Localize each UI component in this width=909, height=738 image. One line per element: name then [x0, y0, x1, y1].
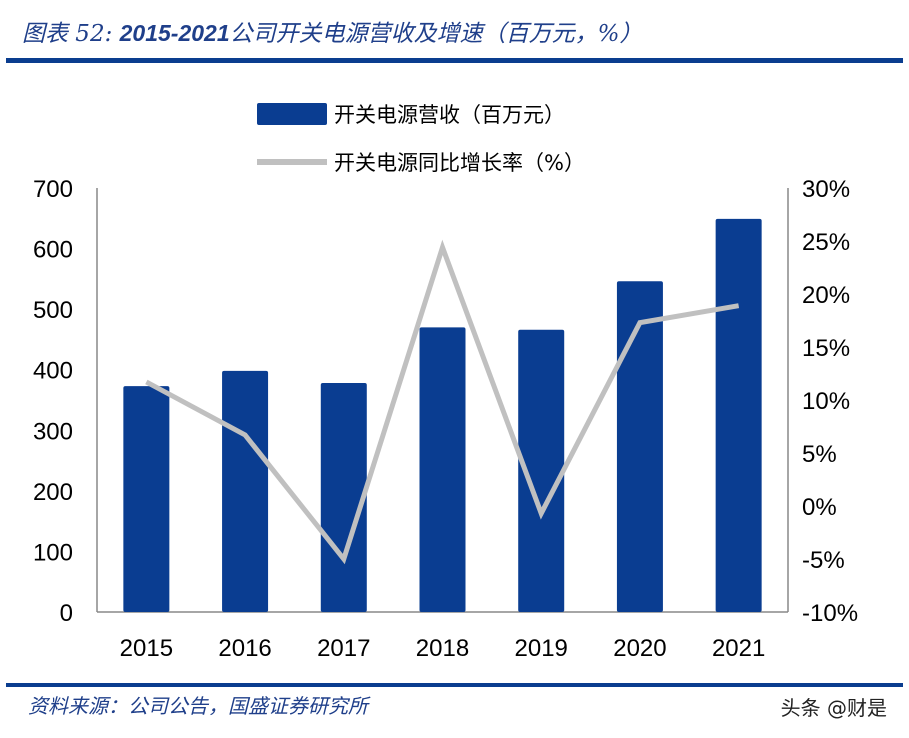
right-tick-label: 25% — [802, 229, 850, 256]
bar-2016 — [222, 370, 269, 612]
x-tick-label: 2016 — [218, 635, 271, 662]
bar-2015 — [123, 386, 170, 612]
right-tick-label: -10% — [802, 600, 858, 627]
right-tick-label: 30% — [802, 176, 850, 203]
figure-title: 图表 52: 2015-2021公司开关电源营收及增速（百万元，%） — [22, 14, 643, 48]
title-rule — [6, 58, 903, 63]
right-tick-label: 10% — [802, 388, 850, 415]
legend-swatch-bar — [257, 103, 327, 125]
left-tick-label: 100 — [33, 539, 73, 566]
bar-2017 — [320, 383, 367, 612]
left-tick-label: 500 — [33, 297, 73, 324]
bar-2020 — [616, 281, 663, 612]
right-tick-label: 5% — [802, 441, 837, 468]
left-tick-label: 200 — [33, 479, 73, 506]
x-tick-label: 2021 — [712, 635, 765, 662]
source-note: 资料来源：公司公告，国盛证券研究所 — [28, 694, 368, 718]
watermark: 头条 @财是 — [780, 696, 887, 720]
x-tick-label: 2020 — [613, 635, 666, 662]
left-tick-label: 400 — [33, 358, 73, 385]
legend-label-bar: 开关电源营收（百万元） — [334, 103, 565, 127]
x-tick-label: 2018 — [416, 635, 469, 662]
bar-2019 — [518, 329, 565, 612]
bar-2021 — [715, 218, 762, 613]
title-text: 公司开关电源营收及增速（百万元，%） — [229, 21, 643, 47]
legend-label-line: 开关电源同比增长率（%） — [334, 151, 585, 175]
title-years: 2015-2021 — [119, 20, 230, 46]
left-tick-label: 600 — [33, 237, 73, 264]
x-tick-label: 2017 — [317, 635, 370, 662]
left-tick-label: 700 — [33, 176, 73, 203]
right-tick-label: 20% — [802, 282, 850, 309]
right-tick-label: 15% — [802, 335, 850, 362]
left-tick-label: 0 — [60, 600, 73, 627]
right-tick-label: 0% — [802, 494, 837, 521]
x-tick-label: 2019 — [515, 635, 568, 662]
footer-rule — [6, 683, 903, 687]
bar-2018 — [419, 327, 466, 612]
figure-number: 图表 52: — [22, 21, 113, 47]
x-tick-label: 2015 — [120, 635, 173, 662]
right-tick-label: -5% — [802, 547, 845, 574]
left-tick-label: 300 — [33, 418, 73, 445]
